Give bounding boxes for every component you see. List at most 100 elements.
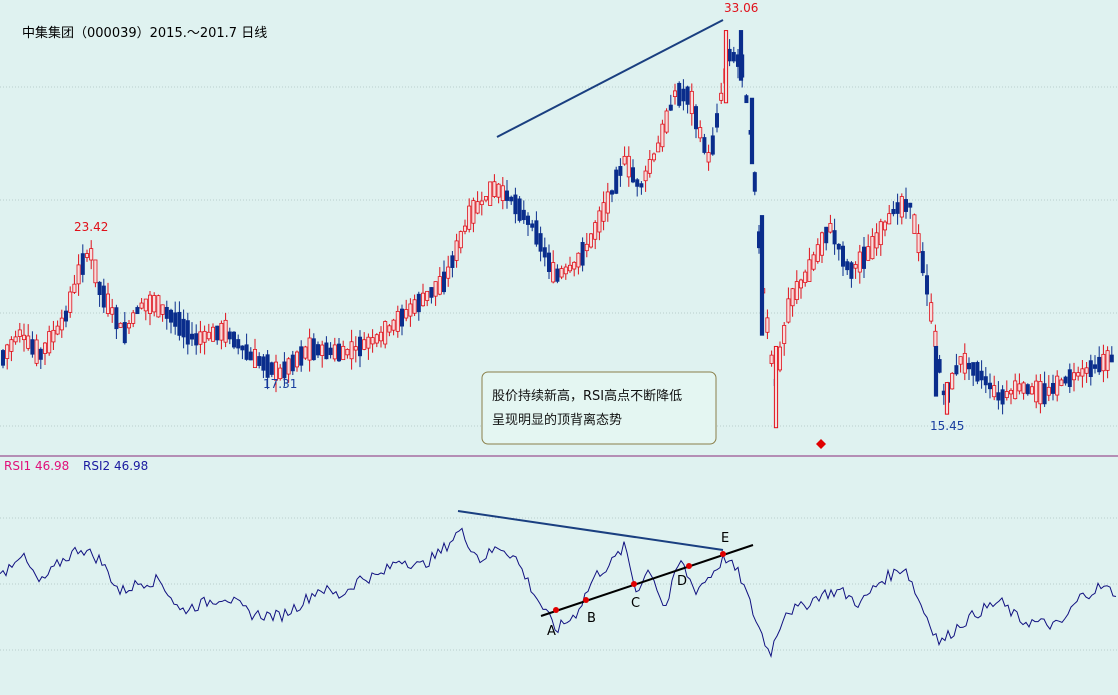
candle-up	[706, 152, 711, 163]
candle-down	[244, 344, 249, 360]
candle-up	[446, 266, 451, 279]
candle-up	[790, 288, 795, 307]
candle-down	[122, 322, 127, 344]
candle-down	[610, 190, 615, 195]
candle-down	[194, 333, 199, 346]
candle-up	[769, 354, 774, 364]
candle-down	[357, 336, 362, 357]
candle-down	[895, 202, 900, 214]
candle-up	[332, 344, 337, 360]
candle-up	[1004, 391, 1009, 398]
annotation-line-1: 股价持续新高，RSI高点不断降低	[492, 388, 682, 404]
high-label-23-42: 23.42	[74, 220, 108, 234]
candle-up	[458, 231, 463, 249]
candle-down	[1025, 384, 1030, 395]
candle-down	[547, 252, 552, 272]
candle-down	[97, 281, 102, 295]
candle-up	[878, 221, 883, 246]
candle-up	[1059, 379, 1064, 386]
candle-up	[815, 244, 820, 262]
candle-up	[139, 302, 144, 309]
candle-spike	[723, 30, 729, 104]
candle-down	[336, 343, 341, 362]
point-e-dot	[720, 551, 726, 557]
candle-up	[1030, 386, 1035, 395]
candle-up	[17, 329, 22, 337]
low-label-15-45: 15.45	[930, 419, 964, 433]
candle-up	[341, 345, 346, 361]
candle-up	[1084, 367, 1089, 374]
candle-up	[1046, 386, 1051, 396]
candle-up	[475, 201, 480, 214]
chart-title: 中集集团（000039）2015.～201.7 日线	[22, 25, 267, 41]
candle-up	[786, 298, 791, 323]
candle-down	[114, 307, 119, 330]
candle-up	[303, 346, 308, 359]
candle-up	[601, 202, 606, 222]
candle-down	[504, 190, 509, 201]
candle-down	[849, 262, 854, 279]
candle-spike	[738, 30, 744, 81]
candle-up	[584, 243, 589, 252]
candle-up	[378, 331, 383, 342]
candle-up	[307, 337, 312, 361]
candle-down	[227, 331, 232, 340]
candle-up	[349, 341, 354, 360]
candle-up	[1034, 380, 1039, 403]
candle-up	[857, 251, 862, 273]
candle-down	[521, 209, 526, 221]
candle-up	[210, 326, 215, 342]
point-d-dot	[686, 563, 692, 569]
candle-down	[517, 198, 522, 221]
candle-up	[286, 358, 291, 375]
candle-up	[127, 323, 132, 329]
candle-up	[1013, 380, 1018, 400]
candle-down	[261, 356, 266, 371]
candle-down	[937, 359, 942, 373]
candle-down	[925, 275, 930, 295]
candle-up	[462, 225, 467, 232]
candle-up	[958, 356, 963, 365]
candle-up	[223, 319, 228, 343]
candle-up	[59, 317, 64, 331]
candle-down	[399, 308, 404, 327]
candle-down	[1000, 389, 1005, 405]
candle-up	[799, 279, 804, 289]
candle-up	[273, 361, 278, 381]
rsi-support-trendline	[540, 544, 754, 617]
candle-up	[387, 325, 392, 333]
candle-up	[656, 142, 661, 153]
candle-up	[93, 259, 98, 284]
candle-down	[236, 339, 241, 349]
candle-spike	[759, 215, 765, 336]
candle-up	[1101, 353, 1106, 372]
candle-up	[899, 196, 904, 218]
candle-down	[1067, 369, 1072, 387]
candle-up	[929, 302, 934, 322]
candle-up	[572, 261, 577, 270]
candle-down	[257, 356, 262, 366]
candle-up	[1072, 372, 1077, 381]
candle-up	[51, 329, 56, 343]
candle-up	[89, 248, 94, 261]
candle-up	[76, 264, 81, 285]
candle-down	[1109, 354, 1114, 363]
candle-up	[21, 334, 26, 341]
candle-up	[992, 385, 997, 398]
candle-down	[983, 376, 988, 386]
candle-down	[555, 268, 560, 282]
candle-down	[668, 104, 673, 111]
candle-up	[563, 266, 568, 275]
candle-up	[853, 264, 858, 269]
candle-up	[962, 352, 967, 374]
candle-down	[168, 309, 173, 323]
candle-down	[639, 183, 644, 188]
candle-down	[450, 255, 455, 268]
candle-up	[765, 317, 770, 333]
candle-up	[391, 319, 396, 331]
candle-up	[916, 233, 921, 254]
candle-down	[996, 392, 1001, 401]
candle-up	[794, 281, 799, 301]
candle-up	[673, 90, 678, 98]
candle-down	[315, 344, 320, 356]
